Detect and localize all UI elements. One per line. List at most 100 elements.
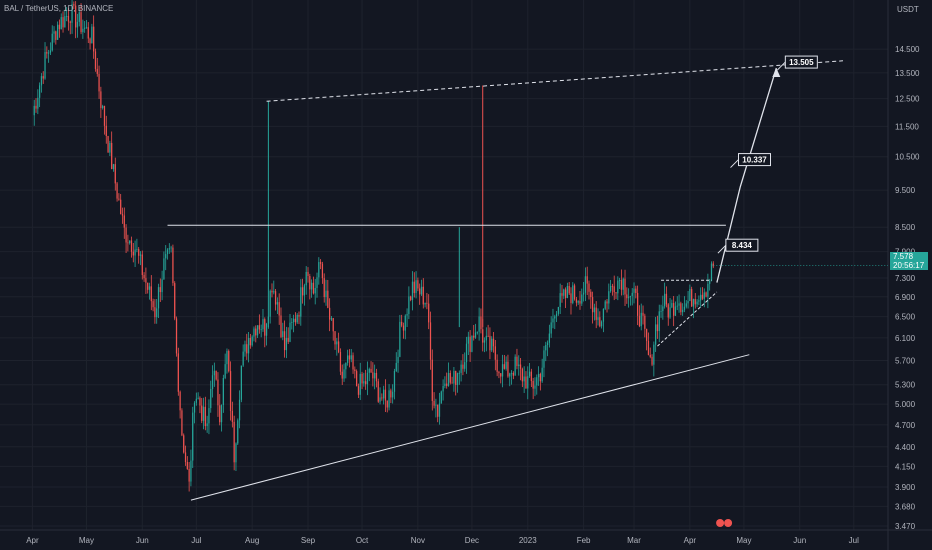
candle-body: [667, 304, 669, 318]
last-price-tag: 7.578 20:56:17: [890, 252, 928, 270]
candle-body: [435, 404, 437, 406]
candle-body: [274, 291, 277, 305]
candle-body: [255, 328, 257, 336]
y-tick-label: 6.100: [895, 334, 916, 343]
candle-body: [168, 248, 170, 250]
candle-body: [276, 302, 279, 305]
candle-body: [446, 383, 448, 386]
x-tick-label: May: [79, 536, 94, 545]
candle-body: [120, 199, 122, 215]
candle-body: [570, 293, 572, 303]
candle-body: [458, 372, 460, 374]
candle-body: [289, 322, 291, 342]
candle-body: [105, 125, 107, 136]
candle-body: [44, 52, 46, 79]
candle-body: [222, 377, 224, 406]
candle-body: [215, 370, 217, 380]
candle-body: [624, 278, 626, 295]
candle-body: [563, 289, 565, 296]
level-label-box: [737, 153, 771, 167]
candle-body: [341, 371, 343, 379]
y-tick-label: 4.700: [895, 421, 916, 430]
candle-body: [660, 311, 662, 312]
candle-body: [543, 350, 545, 368]
candle-body: [298, 315, 300, 317]
candle-body: [179, 391, 181, 411]
candle-body: [408, 296, 410, 315]
candle-body: [152, 301, 154, 308]
candle-body: [107, 135, 109, 153]
candle-body: [501, 364, 504, 377]
candle-body: [303, 285, 306, 296]
candle-body: [633, 288, 635, 293]
candle-body: [253, 328, 255, 337]
candle-body: [528, 371, 531, 377]
x-tick-label: Feb: [577, 536, 591, 545]
candle-body: [694, 299, 696, 305]
candle-body: [310, 282, 313, 290]
candle-body: [395, 362, 397, 372]
x-tick-label: Oct: [356, 536, 369, 545]
candle-body: [229, 371, 232, 411]
candle-body: [87, 27, 89, 39]
candle-body: [536, 377, 538, 386]
y-tick-label: 11.500: [895, 122, 919, 131]
symbol-header: BAL / TetherUS, 1D, BINANCE: [4, 4, 114, 13]
candle-body: [206, 423, 208, 427]
candle-body: [627, 296, 630, 299]
candle-body: [201, 405, 203, 421]
candle-body: [397, 356, 399, 363]
candle-body: [177, 353, 179, 392]
candle-body: [489, 335, 491, 351]
candle-body: [226, 350, 228, 365]
candle-body: [649, 354, 651, 357]
candle-body: [586, 276, 588, 284]
candle-body: [188, 468, 190, 482]
candle-body: [411, 281, 414, 300]
candle-body: [392, 391, 394, 398]
y-tick-label: 4.400: [895, 443, 916, 452]
candle-body: [294, 318, 297, 323]
candle-body: [460, 364, 462, 373]
candle-body: [530, 371, 532, 381]
candle-body: [199, 397, 201, 406]
candle-body: [220, 405, 223, 423]
candle-body: [337, 341, 340, 353]
candle-body: [377, 381, 379, 402]
candle-body: [640, 312, 642, 327]
candle-body: [709, 280, 711, 284]
candle-body: [442, 386, 444, 392]
candle-body: [256, 325, 259, 336]
candle-body: [89, 38, 91, 44]
candle-body: [404, 315, 406, 331]
candle-body: [525, 376, 527, 389]
bar-countdown: 20:56:17: [893, 261, 925, 270]
candle-body: [40, 76, 43, 86]
candle-body: [55, 31, 57, 40]
candle-body: [595, 307, 597, 320]
y-tick-label: 7.300: [895, 274, 916, 283]
candle-body: [608, 291, 610, 304]
candle-body: [363, 381, 365, 384]
candle-body: [415, 280, 417, 293]
candle-body: [174, 283, 176, 319]
candle-body: [166, 249, 169, 255]
candle-body: [300, 287, 302, 317]
candle-body: [85, 27, 88, 29]
candle-body: [132, 251, 134, 256]
candle-body: [386, 400, 388, 408]
candle-body: [139, 254, 142, 256]
candle-body: [455, 370, 457, 385]
candle-body: [413, 281, 415, 293]
candle-body: [510, 372, 513, 374]
candle-body: [384, 389, 387, 401]
candle-body: [658, 311, 660, 332]
candle-body: [561, 293, 563, 296]
candle-body: [431, 359, 433, 401]
x-tick-label: Jun: [793, 536, 806, 545]
level-callout-pointer: [730, 159, 739, 168]
y-tick-label: 6.500: [895, 313, 916, 322]
candle-body: [664, 293, 666, 307]
candle-body: [37, 97, 39, 109]
